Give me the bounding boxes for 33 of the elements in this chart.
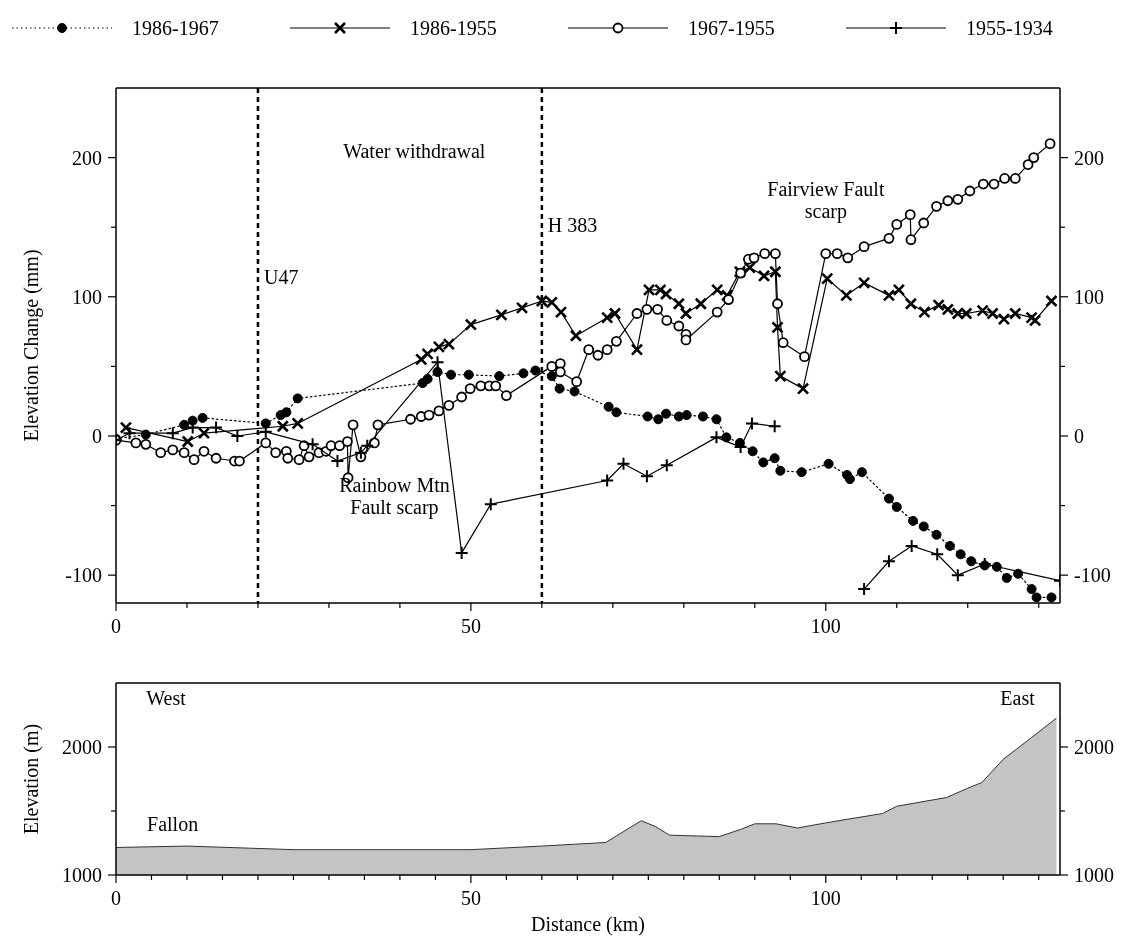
y-tick-label: 100 (72, 285, 102, 308)
x-axis-title: Distance (km) (531, 913, 645, 936)
annotation: West (146, 686, 187, 709)
x-tick-label: 0 (111, 615, 121, 637)
y2-tick-label: -100 (1074, 564, 1111, 587)
annotation: Water withdrawal (343, 139, 486, 162)
x-tick-label: 100 (810, 887, 841, 909)
ref-line-label: H 383 (547, 214, 598, 237)
y-tick-label: 200 (72, 146, 102, 169)
legend-label: 1967-1955 (688, 17, 775, 39)
ref-line-label: U47 (263, 265, 299, 288)
y2-tick-label: 200 (1074, 146, 1104, 169)
legend-label: 1955-1934 (966, 17, 1053, 39)
x-tick-label: 100 (810, 615, 841, 637)
x-tick-label: 0 (111, 887, 121, 909)
x-tick-label: 50 (460, 615, 481, 637)
y-tick-label: 1000 (62, 864, 102, 886)
y-tick-label: 2000 (62, 736, 102, 758)
y2-tick-label: 1000 (1074, 864, 1114, 886)
y-axis-title: Elevation Change (mm) (20, 249, 43, 442)
y-axis-title: Elevation (m) (20, 723, 43, 835)
x-tick-label: 50 (460, 887, 481, 909)
annotation: Fairview Fault scarp (767, 178, 885, 224)
annotation: Rainbow Mtn Fault scarp (339, 473, 450, 519)
annotation: Fallon (147, 813, 199, 836)
y2-tick-label: 0 (1074, 424, 1084, 447)
legend-label: 1986-1967 (132, 17, 219, 39)
y-tick-label: -100 (65, 564, 102, 587)
legend-label: 1986-1955 (410, 17, 497, 39)
annotation: East (1000, 686, 1036, 709)
y2-tick-label: 100 (1074, 285, 1104, 308)
y-tick-label: 0 (92, 424, 102, 447)
y2-tick-label: 2000 (1074, 736, 1114, 758)
